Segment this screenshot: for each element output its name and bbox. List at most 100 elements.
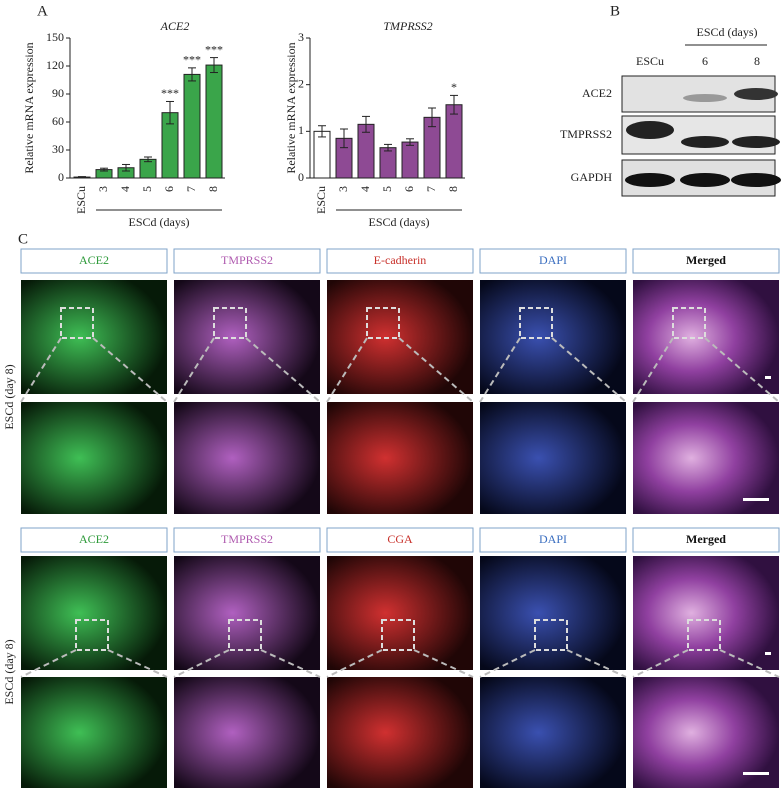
x-tick-label: 7 [424,186,438,192]
scale-bar [765,652,771,655]
zoom-box [381,619,415,651]
zoom-line [632,337,674,403]
zoom-box [228,619,262,651]
x-tick-label: 7 [184,186,198,192]
error-bar [210,57,218,74]
channel-header: TMPRSS2 [221,253,273,267]
panel-letter: B [610,3,620,19]
channel-header: E-cadherin [374,253,427,267]
micrograph-zoom [174,677,320,788]
channel-header: DAPI [539,532,567,546]
row-label: ESCd (day 8) [2,639,16,704]
zoom-line [719,649,780,678]
channel-header: DAPI [539,253,567,267]
micrograph [21,556,167,670]
zoom-line [107,649,168,678]
error-bar [428,107,436,128]
error-bar [100,167,108,172]
x-tick-label: 3 [336,186,350,192]
y-tick-label: 0 [58,170,64,184]
zoom-line [173,649,230,678]
micrograph-zoom [327,402,473,514]
micrograph-zoom [21,677,167,788]
x-tick-label: 3 [96,186,110,192]
channel-header: Merged [686,253,726,267]
blot-image [621,75,781,197]
zoom-line [551,337,627,403]
zoom-box [672,307,706,339]
scale-bar [765,376,771,379]
panel-letter: C [18,231,28,247]
x-tick-label: 6 [162,186,176,192]
x-tick-label: 8 [446,186,460,192]
y-tick-label: 0 [298,170,304,184]
zoom-line [479,337,521,403]
x-tick-label: 4 [358,186,372,192]
y-tick-label: 3 [298,30,304,44]
zoom-line [398,337,474,403]
zoom-line [20,337,62,403]
error-bar [188,67,196,82]
micrograph-zoom [21,402,167,514]
zoom-line [92,337,168,403]
row-label: ESCd (day 8) [2,364,16,429]
micrograph-zoom [480,677,626,788]
error-bar [318,125,326,138]
blot-lane: ESCu [636,54,664,68]
zoom-line [632,649,689,678]
zoom-box [213,307,247,339]
y-axis-label: Relative mRNA expression [284,42,298,173]
channel-header-box [173,527,321,553]
channel-header-box [632,527,780,553]
error-bar [340,128,348,149]
significance: * [451,80,457,94]
error-bar [144,156,152,163]
panel-letter: A [37,3,48,19]
blot-row-label: GAPDH [571,170,613,184]
chart-title: TMPRSS2 [383,19,432,33]
channel-header: Merged [686,532,726,546]
error-bar [362,115,370,133]
bar [313,130,331,179]
zoom-line [245,337,321,403]
y-tick-label: 2 [298,76,304,90]
zoom-line [566,649,627,678]
zoom-line [326,649,383,678]
channel-header: ACE2 [79,253,109,267]
y-tick-label: 30 [52,142,64,156]
blot-row-label: ACE2 [582,86,612,100]
blot-row-label: TMPRSS2 [560,127,612,141]
channel-header-box [326,527,474,553]
scale-bar [743,772,769,775]
error-bar [166,100,174,125]
channel-header-box [326,248,474,274]
x-tick-label: 6 [402,186,416,192]
channel-header: TMPRSS2 [221,532,273,546]
micrograph [633,556,779,670]
x-tick-label: ESCu [74,186,88,214]
zoom-box [534,619,568,651]
zoom-box [687,619,721,651]
y-tick-label: 60 [52,114,64,128]
bar [205,64,223,179]
bar [445,104,463,179]
x-tick-label: 5 [140,186,154,192]
blot-header: ESCd (days) [697,25,758,39]
blot-lane: 8 [754,54,760,68]
group-label: ESCd (days) [129,215,190,229]
zoom-box [519,307,553,339]
zoom-line [479,649,536,678]
micrograph-zoom [633,402,779,514]
zoom-line [413,649,474,678]
micrograph-zoom [327,677,473,788]
bar [379,147,397,179]
micrograph-zoom [480,402,626,514]
error-bar [384,143,392,152]
y-tick-label: 90 [52,86,64,100]
zoom-line [20,649,77,678]
zoom-box [60,307,94,339]
channel-header-box [20,527,168,553]
y-tick-label: 120 [46,58,64,72]
zoom-box [75,619,109,651]
